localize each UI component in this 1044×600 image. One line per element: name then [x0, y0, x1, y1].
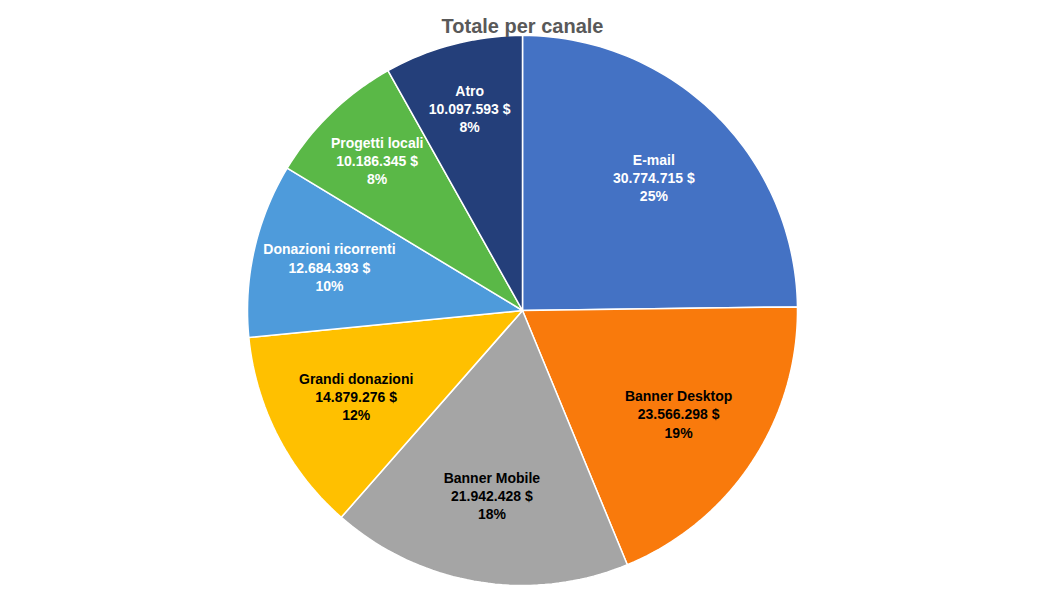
svg-text:Totale per canale: Totale per canale	[442, 15, 604, 37]
svg-text:Banner Mobile21.942.428 $18%: Banner Mobile21.942.428 $18%	[444, 470, 541, 522]
svg-text:E-mail30.774.715 $25%: E-mail30.774.715 $25%	[613, 152, 695, 204]
svg-text:Grandi donazioni14.879.276 $12: Grandi donazioni14.879.276 $12%	[299, 371, 413, 423]
svg-text:Atro10.097.593 $8%: Atro10.097.593 $8%	[429, 83, 511, 135]
svg-text:Banner Desktop23.566.298 $19%: Banner Desktop23.566.298 $19%	[625, 388, 732, 440]
svg-text:Donazioni ricorrenti12.684.393: Donazioni ricorrenti12.684.393 $10%	[263, 241, 395, 293]
svg-text:Progetti locali10.186.345 $8%: Progetti locali10.186.345 $8%	[331, 135, 424, 187]
